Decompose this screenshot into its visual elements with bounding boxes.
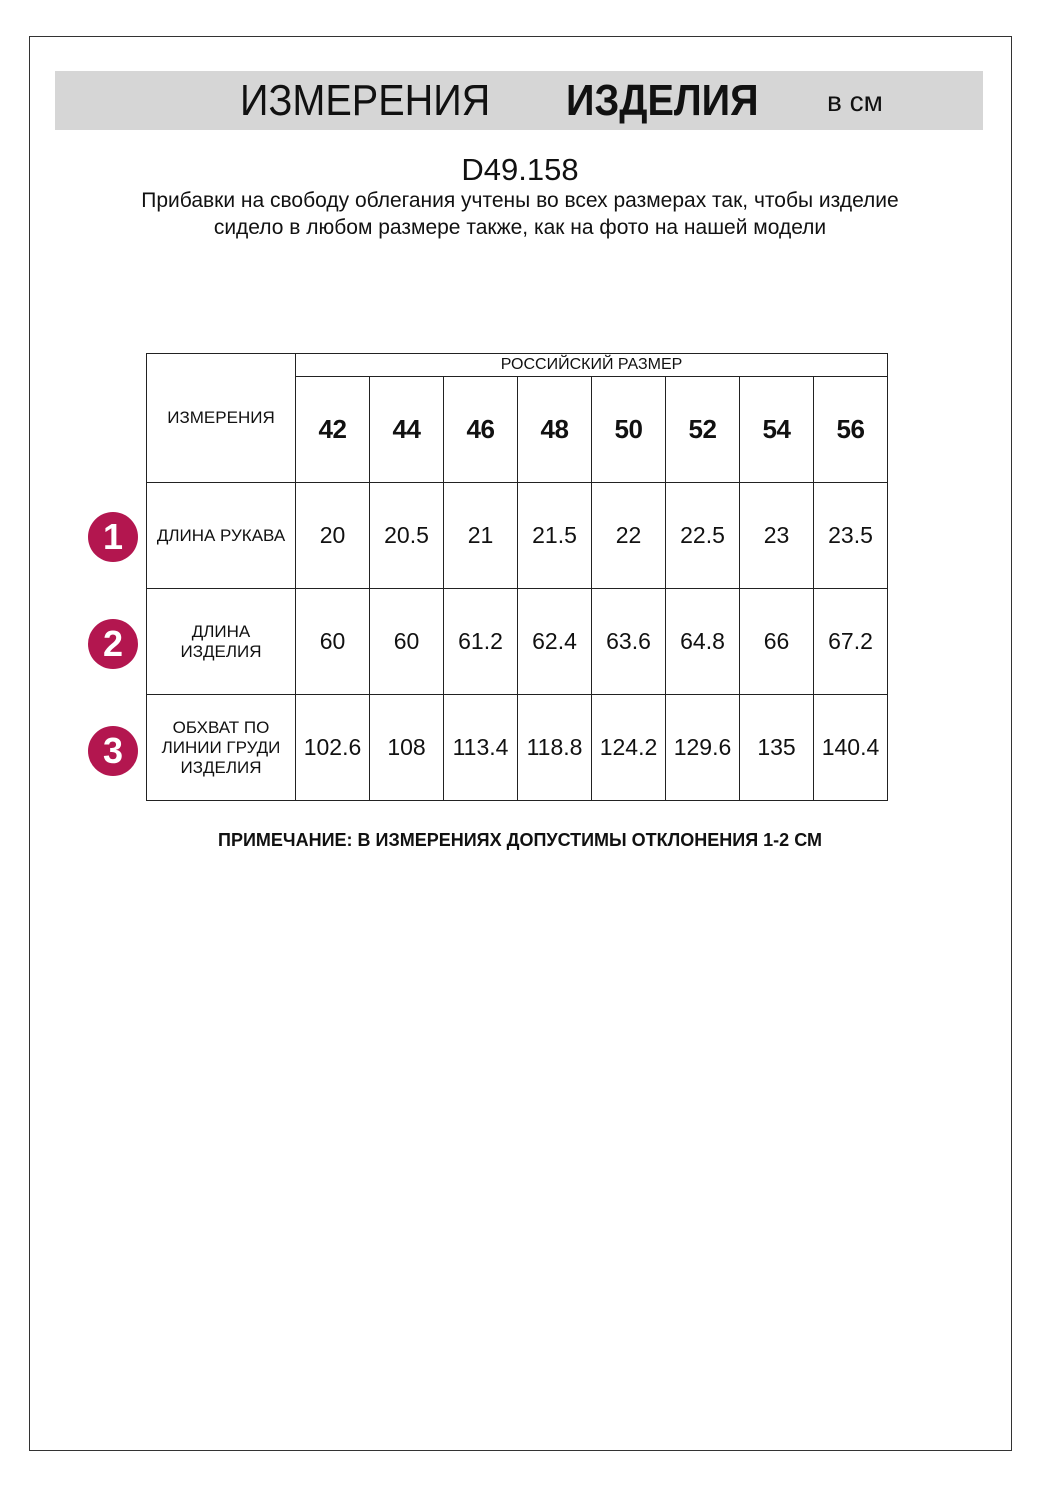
measure-value: 108 bbox=[369, 694, 444, 801]
size-header: 46 bbox=[443, 376, 518, 483]
measure-value: 129.6 bbox=[665, 694, 740, 801]
table-row: ОБХВАТ ПО ЛИНИИ ГРУДИ ИЗДЕЛИЯ 102.6 108 113… bbox=[146, 694, 888, 801]
measure-label: ДЛИНА РУКАВА bbox=[146, 482, 296, 589]
measure-value: 64.8 bbox=[665, 588, 740, 695]
measure-header: ИЗМЕРЕНИЯ bbox=[146, 353, 296, 483]
size-table: ИЗМЕРЕНИЯ РОССИЙСКИЙ РАЗМЕР 42 44 46 48 50 52 54… bbox=[146, 353, 888, 801]
measure-value: 62.4 bbox=[517, 588, 592, 695]
measure-value: 20 bbox=[295, 482, 370, 589]
title-regular: ИЗМЕРЕНИЯ bbox=[240, 76, 491, 125]
measure-value: 67.2 bbox=[813, 588, 888, 695]
size-header: 50 bbox=[591, 376, 666, 483]
row-number-badge: 1 bbox=[88, 512, 138, 562]
measure-value: 23.5 bbox=[813, 482, 888, 589]
size-header: 48 bbox=[517, 376, 592, 483]
measure-value: 60 bbox=[295, 588, 370, 695]
size-header: 54 bbox=[739, 376, 814, 483]
measure-value: 22.5 bbox=[665, 482, 740, 589]
measure-label: ДЛИНА ИЗДЕЛИЯ bbox=[146, 588, 296, 695]
note: ПРИМЕЧАНИЕ: В ИЗМЕРЕНИЯХ ДОПУСТИМЫ ОТКЛО… bbox=[218, 830, 822, 850]
size-header: 56 bbox=[813, 376, 888, 483]
measure-value: 66 bbox=[739, 588, 814, 695]
row-number-badge: 2 bbox=[88, 619, 138, 669]
measure-value: 118.8 bbox=[517, 694, 592, 801]
table-row: ДЛИНА РУКАВА 20 20.5 21 21.5 22 22.5 23 23.5 bbox=[146, 482, 888, 589]
title-unit: в см bbox=[827, 86, 883, 117]
article-code: D49.158 bbox=[461, 152, 579, 187]
header-band bbox=[55, 71, 983, 130]
title-bold: ИЗДЕЛИЯ bbox=[566, 76, 759, 125]
measure-value: 22 bbox=[591, 482, 666, 589]
measure-label: ОБХВАТ ПО ЛИНИИ ГРУДИ ИЗДЕЛИЯ bbox=[146, 694, 296, 801]
measure-value: 21 bbox=[443, 482, 518, 589]
measure-value: 140.4 bbox=[813, 694, 888, 801]
page-frame bbox=[29, 36, 1012, 1451]
size-header: 42 bbox=[295, 376, 370, 483]
table-row: ДЛИНА ИЗДЕЛИЯ 60 60 61.2 62.4 63.6 64.8 66 67.2 bbox=[146, 588, 888, 695]
measure-value: 60 bbox=[369, 588, 444, 695]
description: Прибавки на свободу облегания учтены во … bbox=[141, 189, 899, 239]
size-group-header: РОССИЙСКИЙ РАЗМЕР bbox=[295, 353, 888, 377]
size-header: 52 bbox=[665, 376, 740, 483]
measure-value: 63.6 bbox=[591, 588, 666, 695]
measure-value: 124.2 bbox=[591, 694, 666, 801]
measure-value: 113.4 bbox=[443, 694, 518, 801]
measure-value: 135 bbox=[739, 694, 814, 801]
row-number-badge: 3 bbox=[88, 726, 138, 776]
measure-value: 21.5 bbox=[517, 482, 592, 589]
measure-value: 23 bbox=[739, 482, 814, 589]
measure-value: 20.5 bbox=[369, 482, 444, 589]
measure-value: 102.6 bbox=[295, 694, 370, 801]
measure-value: 61.2 bbox=[443, 588, 518, 695]
size-header: 44 bbox=[369, 376, 444, 483]
